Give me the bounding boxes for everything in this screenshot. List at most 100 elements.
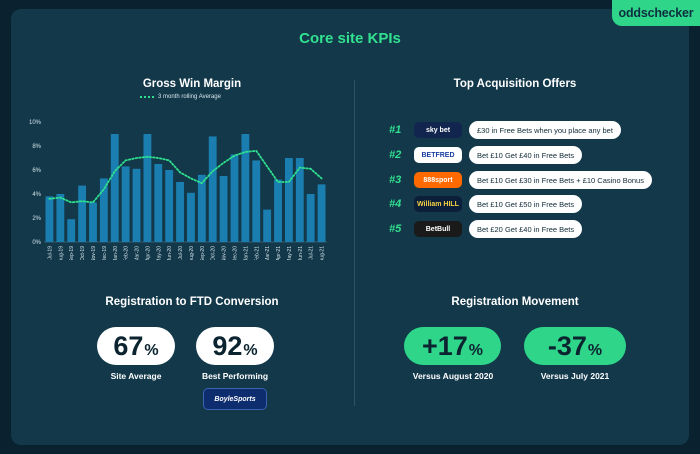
aug-movement-label: Versus August 2020 — [412, 371, 494, 381]
site-average-label: Site Average — [110, 371, 162, 381]
gross-win-chart: 0% 2% 4% 6% 8% 10% Jul-19 Aug-19 Sep-19 Oct-19 Nov… — [29, 120, 327, 260]
bar — [67, 219, 76, 242]
bar — [230, 154, 239, 242]
bar — [89, 202, 97, 242]
site-average-pill: 67% — [97, 327, 175, 365]
x-tick-label: Jan-20 — [113, 246, 119, 260]
offer-row[interactable]: #3 888sport Bet £10 Get £30 in Free Bets +… — [389, 171, 652, 189]
rolling-average-line — [48, 149, 323, 204]
offer-text[interactable]: Bet £10 Get £50 in Free Bets — [469, 195, 583, 213]
x-tick-label: Jun-20 — [167, 246, 173, 260]
jul-movement-label: Versus July 2021 — [540, 371, 610, 381]
x-tick-label: Dec-19 — [102, 246, 108, 260]
offer-text[interactable]: Bet £20 Get £40 in Free Bets — [469, 220, 583, 238]
site-average-unit: % — [144, 342, 159, 359]
bookmaker-logo[interactable]: 888sport — [414, 172, 462, 188]
bar — [165, 170, 174, 242]
x-tick-label: Feb-20 — [124, 246, 130, 260]
bar — [143, 134, 152, 242]
x-tick-label: Oct-20 — [211, 246, 217, 260]
bar — [208, 136, 217, 242]
bar — [110, 134, 119, 242]
chart-legend: 3 month rolling Average — [140, 94, 221, 100]
x-tick-label: Dec-20 — [232, 246, 238, 260]
offers-title: Top Acquisition Offers — [453, 78, 577, 90]
bar — [197, 174, 206, 242]
bookmaker-logo[interactable]: BETFRED — [414, 147, 462, 163]
offer-rank: #3 — [389, 174, 402, 186]
bar — [295, 158, 304, 242]
x-tick-label: May-21 — [287, 246, 293, 260]
bookmaker-logo[interactable]: sky bet — [414, 122, 462, 138]
aug-movement-pill: +17% — [404, 327, 501, 365]
bar — [263, 209, 272, 242]
aug-movement-value: +17 — [421, 331, 468, 361]
bar — [187, 192, 195, 242]
x-tick-label: Nov-20 — [222, 246, 228, 260]
best-performing-label: Best Performing — [201, 371, 269, 381]
jul-movement-pill: -37% — [524, 327, 626, 365]
bar — [306, 194, 315, 242]
gross-win-title: Gross Win Margin — [142, 78, 242, 90]
offer-row[interactable]: #5 BetBull Bet £20 Get £40 in Free Bets — [389, 220, 583, 238]
y-tick-label: 4% — [32, 192, 41, 198]
best-performing-unit: % — [243, 342, 258, 359]
x-tick-label: May-20 — [156, 246, 162, 260]
bar — [121, 166, 130, 242]
offer-rank: #1 — [389, 124, 402, 136]
bar — [284, 158, 293, 242]
x-tick-label: Jul-19 — [47, 246, 53, 260]
x-tick-label: Apr-20 — [145, 246, 151, 260]
bar — [252, 160, 261, 242]
offer-text[interactable]: £30 in Free Bets when you place any bet — [469, 121, 621, 139]
offer-rank: #2 — [389, 149, 402, 161]
bar — [78, 185, 87, 242]
offer-text[interactable]: Bet £10 Get £40 in Free Bets — [469, 146, 583, 164]
x-tick-label: Mar-21 — [265, 246, 271, 260]
jul-movement-unit: % — [587, 342, 603, 359]
x-tick-label: Mar-20 — [135, 246, 141, 260]
x-tick-label: Nov-19 — [91, 246, 97, 260]
boylesports-logo: BoyleSports — [203, 388, 267, 410]
offer-rank: #4 — [389, 198, 402, 210]
bookmaker-logo[interactable]: BetBull — [414, 221, 462, 237]
bar — [241, 134, 250, 242]
y-tick-label: 2% — [32, 216, 41, 222]
offer-text[interactable]: Bet £10 Get £30 in Free Bets + £10 Casin… — [469, 171, 652, 189]
x-tick-label: Jun-21 — [298, 246, 304, 260]
x-tick-label: Sep-19 — [69, 246, 75, 260]
bar — [154, 164, 163, 242]
x-tick-label: Jan-21 — [243, 246, 249, 260]
offer-row[interactable]: #2 BETFRED Bet £10 Get £40 in Free Bets — [389, 146, 583, 164]
x-tick-label: Feb-21 — [254, 246, 260, 260]
bar — [132, 168, 141, 242]
page-title: Core site KPIs — [299, 30, 401, 47]
bar — [274, 179, 282, 242]
section-divider — [354, 80, 355, 406]
movement-title: Registration Movement — [451, 296, 579, 308]
x-tick-label: Aug-19 — [58, 246, 64, 260]
x-tick-label: Jul-20 — [178, 246, 184, 260]
bar — [45, 196, 54, 242]
y-tick-label: 8% — [32, 144, 41, 150]
bar — [99, 178, 108, 242]
x-tick-label: Aug-20 — [189, 246, 195, 260]
best-performing-pill: 92% — [196, 327, 274, 365]
x-tick-label: Jul-21 — [309, 246, 315, 260]
x-tick-label: Apr-21 — [276, 246, 282, 260]
bar — [219, 176, 228, 242]
offer-rank: #5 — [389, 223, 402, 235]
y-tick-label: 0% — [32, 240, 41, 246]
best-performing-value: 92 — [212, 331, 243, 361]
jul-movement-value: -37 — [547, 331, 587, 361]
y-tick-label: 10% — [29, 120, 42, 126]
offer-row[interactable]: #1 sky bet £30 in Free Bets when you place… — [389, 121, 621, 139]
x-tick-label: Oct-19 — [80, 246, 86, 260]
bookmaker-logo[interactable]: William HILL — [414, 196, 462, 212]
oddschecker-logo[interactable]: oddschecker — [612, 0, 700, 26]
bar — [56, 194, 65, 242]
offer-row[interactable]: #4 William HILL Bet £10 Get £50 in Free Be… — [389, 195, 583, 213]
site-average-value: 67 — [113, 331, 144, 361]
x-tick-label: Sep-20 — [200, 246, 206, 260]
bar — [317, 184, 326, 242]
